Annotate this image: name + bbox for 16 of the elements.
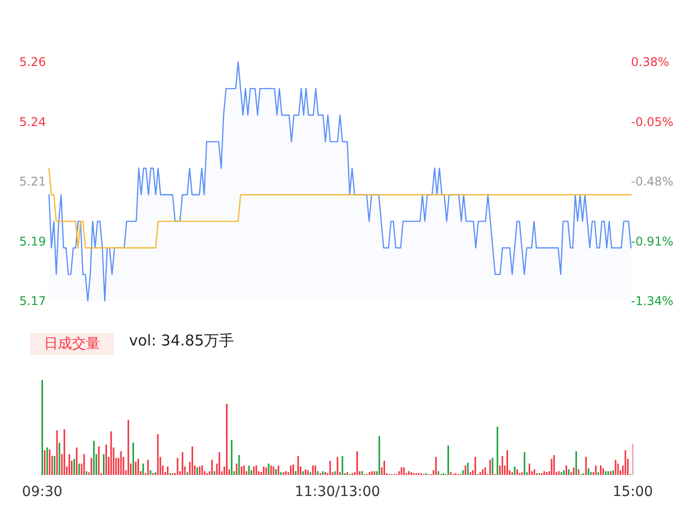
y-tick-label: 5.19: [19, 234, 46, 248]
y2-tick-label: -1.34%: [631, 294, 674, 308]
y2-tick-label: 0.38%: [631, 55, 670, 69]
x-tick-label: 09:30: [22, 484, 62, 500]
y-tick-label: 5.21: [19, 174, 46, 188]
y2-tick-label: -0.05%: [631, 114, 674, 129]
line-series: [48, 168, 632, 248]
x-tick-label: 15:00: [612, 484, 653, 500]
y-tick-label: 5.24: [19, 114, 46, 129]
y-tick-label: 5.26: [19, 55, 46, 69]
x-tick-label: 11:30/13:00: [294, 484, 380, 500]
y2-tick-label: -0.48%: [631, 174, 674, 188]
y-tick-label: 5.17: [19, 294, 46, 308]
text: vol: 34.85万手: [129, 332, 234, 350]
text: 日成交量: [44, 336, 100, 352]
y2-tick-label: -0.91%: [631, 234, 674, 248]
